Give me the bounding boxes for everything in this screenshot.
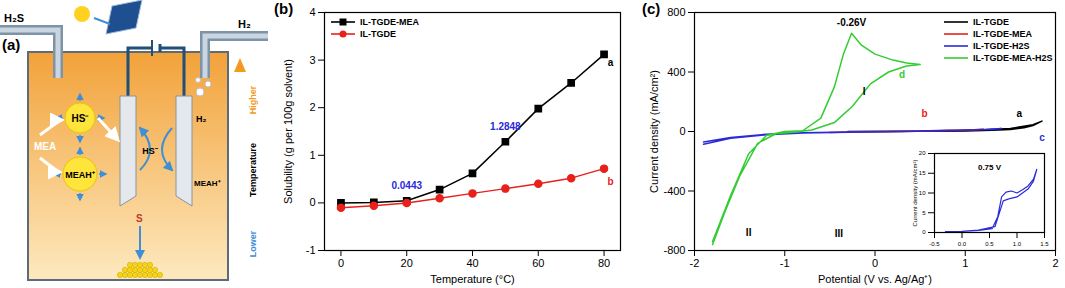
svg-text:1: 1 — [309, 149, 315, 161]
svg-text:Temperature: Temperature — [248, 143, 258, 197]
svg-text:3: 3 — [309, 54, 315, 66]
svg-text:1: 1 — [962, 257, 968, 269]
svg-text:5: 5 — [922, 210, 926, 216]
svg-text:1.0: 1.0 — [1013, 241, 1022, 247]
svg-text:Solubility (g per 100g solvent: Solubility (g per 100g solvent) — [282, 59, 294, 204]
svg-text:HS⁻: HS⁻ — [72, 113, 90, 124]
svg-text:0: 0 — [872, 257, 878, 269]
svg-text:0: 0 — [309, 196, 315, 208]
svg-text:-400: -400 — [663, 185, 685, 197]
html-text:IL-TGDE: IL-TGDE — [973, 17, 1009, 27]
html-text:IL-TGDE-MEA: IL-TGDE-MEA — [973, 29, 1032, 39]
svg-text:20: 20 — [919, 150, 926, 156]
svg-text:b: b — [608, 176, 614, 187]
svg-text:10: 10 — [919, 190, 926, 196]
svg-text:Higher: Higher — [248, 85, 258, 114]
svg-text:1.5: 1.5 — [1040, 241, 1049, 247]
svg-text:0: 0 — [338, 257, 344, 269]
svg-text:2: 2 — [1052, 257, 1058, 269]
html-text:IL-TGDE-H2S: IL-TGDE-H2S — [973, 41, 1030, 51]
svg-text:0.75 V: 0.75 V — [978, 163, 1002, 172]
html-text:IL-TGDE: IL-TGDE — [360, 29, 396, 39]
svg-text:c: c — [1039, 132, 1045, 143]
html-text:IL-TGDE-MEA: IL-TGDE-MEA — [360, 17, 419, 27]
html-text:IL-TGDE-MEA-H2S: IL-TGDE-MEA-H2S — [973, 53, 1053, 63]
svg-text:400: 400 — [667, 66, 685, 78]
svg-text:-800: -800 — [663, 244, 685, 256]
svg-text:4: 4 — [309, 6, 315, 18]
svg-text:-0.5: -0.5 — [929, 241, 940, 247]
svg-text:80: 80 — [598, 257, 610, 269]
svg-text:H₂: H₂ — [196, 114, 207, 124]
svg-text:MEAH⁺: MEAH⁺ — [194, 179, 221, 188]
svg-text:Potential (V vs. Ag/Ag⁺): Potential (V vs. Ag/Ag⁺) — [818, 273, 932, 285]
svg-text:Current density (mA/cm²): Current density (mA/cm²) — [912, 159, 918, 226]
svg-text:b: b — [922, 108, 928, 119]
svg-text:H₂S: H₂S — [4, 12, 24, 24]
svg-text:I: I — [863, 86, 866, 97]
svg-text:MEA: MEA — [34, 141, 56, 152]
svg-text:60: 60 — [532, 257, 544, 269]
html-text:(c): (c) — [642, 0, 661, 17]
svg-text:0.0443: 0.0443 — [391, 180, 422, 191]
svg-text:1.2848: 1.2848 — [490, 121, 521, 132]
svg-text:0: 0 — [922, 229, 926, 235]
svg-text:S: S — [136, 213, 143, 224]
svg-text:MEAH⁺: MEAH⁺ — [65, 170, 95, 180]
svg-text:-2: -2 — [690, 257, 700, 269]
svg-text:0.5: 0.5 — [985, 241, 994, 247]
html-text:(b): (b) — [274, 0, 294, 17]
svg-text:d: d — [899, 69, 905, 80]
svg-text:a: a — [1017, 108, 1023, 119]
svg-text:Lower: Lower — [248, 230, 258, 257]
svg-text:-1: -1 — [780, 257, 790, 269]
svg-text:0: 0 — [679, 125, 685, 137]
svg-text:Temperature (°C): Temperature (°C) — [430, 273, 514, 285]
svg-text:Current density (mA/cm²): Current density (mA/cm²) — [648, 70, 660, 193]
svg-text:II: II — [746, 227, 752, 238]
svg-text:20: 20 — [401, 257, 413, 269]
svg-text:a: a — [608, 57, 614, 68]
svg-text:-1: -1 — [306, 244, 316, 256]
html-text:(a): (a) — [2, 36, 21, 53]
svg-text:800: 800 — [667, 6, 685, 18]
svg-text:15: 15 — [919, 170, 926, 176]
svg-text:H₂: H₂ — [238, 18, 251, 30]
svg-text:40: 40 — [466, 257, 478, 269]
svg-text:2: 2 — [309, 101, 315, 113]
svg-text:-0.26V: -0.26V — [837, 17, 867, 28]
svg-text:HS⁻: HS⁻ — [142, 146, 158, 156]
svg-text:0.0: 0.0 — [958, 241, 967, 247]
svg-text:III: III — [835, 228, 844, 239]
